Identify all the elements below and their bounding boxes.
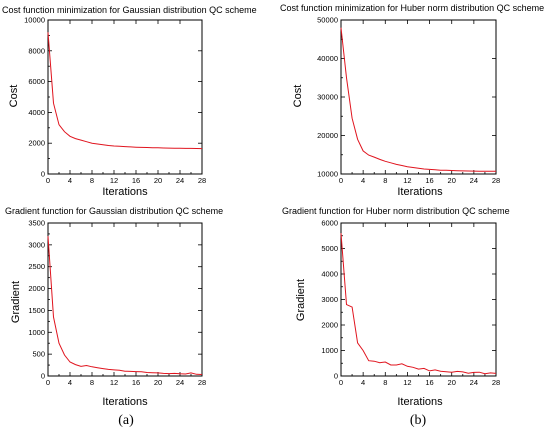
x-axis-label: Iterations — [397, 396, 443, 408]
y-tick-label: 6000 — [28, 77, 45, 86]
chart-title: Gradient function for Gaussian distribut… — [5, 206, 223, 216]
x-tick-label: 20 — [154, 176, 162, 185]
y-tick-label: 2000 — [321, 321, 338, 330]
chart-title: Cost function minimization for Gaussian … — [2, 5, 257, 15]
x-tick-label: 8 — [383, 378, 387, 387]
x-axis-label: Iterations — [102, 396, 148, 408]
x-tick-label: 24 — [470, 176, 478, 185]
x-tick-label: 20 — [448, 176, 456, 185]
y-tick-label: 8000 — [28, 46, 45, 55]
x-tick-label: 12 — [110, 176, 118, 185]
y-tick-label: 3000 — [321, 295, 338, 304]
x-tick-label: 8 — [90, 378, 94, 387]
y-tick-label: 0 — [334, 372, 338, 381]
y-tick-label: 2000 — [28, 139, 45, 148]
y-tick-label: 2000 — [28, 284, 45, 293]
x-tick-label: 0 — [46, 176, 50, 185]
panel-label-a: (a) — [118, 413, 134, 428]
chart-gaussian-cost: Cost function minimization for Gaussian … — [2, 5, 257, 198]
x-tick-label: 0 — [339, 176, 343, 185]
y-tick-label: 2500 — [28, 262, 45, 271]
y-tick-label: 1500 — [28, 306, 45, 315]
plot-frame — [340, 19, 497, 175]
plot-frame — [47, 19, 203, 175]
x-tick-label: 28 — [492, 378, 500, 387]
x-tick-label: 24 — [176, 378, 184, 387]
y-tick-label: 30000 — [317, 93, 338, 102]
x-tick-label: 12 — [110, 378, 118, 387]
y-tick-label: 0 — [41, 170, 45, 179]
chart-gaussian-gradient: Gradient function for Gaussian distribut… — [5, 206, 223, 408]
y-tick-label: 50000 — [317, 16, 338, 25]
y-axis-label: Cost — [292, 85, 304, 108]
series-line — [47, 236, 203, 375]
y-axis-label: Cost — [8, 85, 20, 108]
x-tick-label: 28 — [198, 176, 206, 185]
x-tick-label: 8 — [90, 176, 94, 185]
chart-huber-cost: Cost function minimization for Huber nor… — [280, 3, 544, 198]
x-axis-label: Iterations — [102, 186, 148, 198]
y-tick-label: 3500 — [28, 219, 45, 228]
x-tick-label: 24 — [470, 378, 478, 387]
y-tick-label: 0 — [41, 372, 45, 381]
series-line — [340, 233, 497, 375]
series-line — [340, 27, 496, 172]
x-tick-label: 4 — [68, 176, 72, 185]
x-tick-label: 8 — [383, 176, 387, 185]
x-tick-label: 16 — [425, 176, 433, 185]
x-tick-label: 16 — [132, 378, 140, 387]
plot-frame — [47, 222, 203, 377]
x-tick-label: 16 — [425, 378, 433, 387]
chart-title: Gradient function for Huber norm distrib… — [282, 206, 510, 216]
y-tick-label: 40000 — [317, 54, 338, 63]
x-tick-label: 4 — [68, 378, 72, 387]
y-tick-label: 5000 — [321, 244, 338, 253]
series-line — [47, 32, 203, 150]
x-tick-label: 12 — [403, 378, 411, 387]
y-tick-label: 6000 — [321, 219, 338, 228]
x-tick-label: 28 — [492, 176, 500, 185]
y-tick-label: 500 — [32, 350, 45, 359]
x-tick-label: 4 — [361, 378, 365, 387]
x-tick-label: 0 — [46, 378, 50, 387]
y-axis-label: Gradient — [295, 279, 307, 321]
x-tick-label: 0 — [339, 378, 343, 387]
y-tick-label: 10000 — [317, 170, 338, 179]
y-axis-label: Gradient — [10, 281, 22, 323]
x-axis-label: Iterations — [397, 186, 443, 198]
x-tick-label: 20 — [154, 378, 162, 387]
y-tick-label: 1000 — [28, 328, 45, 337]
y-tick-label: 1000 — [321, 346, 338, 355]
x-tick-label: 4 — [361, 176, 365, 185]
x-tick-label: 20 — [448, 378, 456, 387]
y-tick-label: 4000 — [321, 270, 338, 279]
chart-huber-gradient: Gradient function for Huber norm distrib… — [282, 206, 510, 408]
y-tick-label: 4000 — [28, 108, 45, 117]
panel-label-b: (b) — [410, 413, 427, 428]
y-tick-label: 3000 — [28, 240, 45, 249]
x-tick-label: 24 — [176, 176, 184, 185]
y-tick-label: 20000 — [317, 131, 338, 140]
x-tick-label: 28 — [198, 378, 206, 387]
y-tick-label: 10000 — [24, 16, 45, 25]
chart-title: Cost function minimization for Huber nor… — [280, 3, 544, 13]
x-tick-label: 16 — [132, 176, 140, 185]
x-tick-label: 12 — [403, 176, 411, 185]
